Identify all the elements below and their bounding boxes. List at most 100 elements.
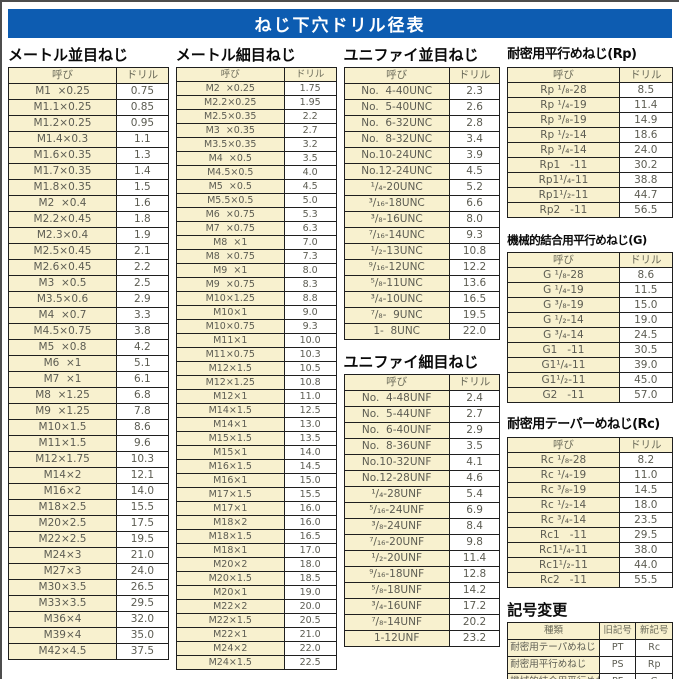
table-cell: ¹/₄-20UNC [343, 179, 450, 196]
table-cell: 9.0 [283, 305, 337, 320]
table-cell: Rc ³/₈-19 [507, 482, 620, 498]
table-cell: 1.9 [116, 227, 169, 244]
table-cell: M22×2.5 [7, 531, 118, 548]
table-row: M7 ×1 6.1 [7, 371, 169, 388]
table-row: ⁷/₁₆-14UNC 9.3 [343, 227, 501, 244]
table-row: 耐密用テーパめねじ PT Rc [507, 639, 673, 657]
table-row: M8 ×0.75 7.3 [175, 249, 337, 264]
table-row: ⁷/₁₆-20UNF 9.8 [343, 534, 501, 551]
table-cell: G1¹/₄-11 [507, 357, 620, 373]
table-cell: M12×1 [175, 389, 285, 404]
table-cell: 4.5 [283, 179, 337, 194]
table-row: 耐密用平行めねじ PS Rp [507, 656, 673, 674]
table-row: Rp ¹/₈-28 8.5 [507, 82, 674, 98]
table-cell: M5.5×0.5 [175, 193, 285, 208]
table-cell: 8.4 [448, 518, 501, 535]
table-cell: No. 4-48UNF [343, 390, 450, 407]
column-header: 呼び [507, 252, 620, 268]
table-cell: M3.5×0.6 [7, 291, 118, 308]
table-row: M17×1 16.0 [175, 501, 337, 516]
table-cell: M24×2 [175, 641, 285, 656]
table-row: M14×1.5 12.5 [175, 403, 337, 418]
table-row: No.10-32UNF 4.1 [343, 454, 501, 471]
table-cell: 6.9 [448, 502, 501, 519]
table-cell: 1.95 [283, 95, 337, 110]
table-cell: 17.0 [283, 543, 337, 558]
table-cell: Rp [635, 656, 673, 674]
table-cell: 45.0 [618, 372, 674, 388]
table-cell: ⁵/₈-11UNC [343, 275, 450, 292]
table-cell: M12×1.75 [7, 451, 118, 468]
table-cell: 11.0 [283, 389, 337, 404]
column-header: ドリル [448, 67, 501, 84]
table-cell: 8.0 [448, 211, 501, 228]
table-row: ³/₈-24UNF 8.4 [343, 518, 501, 535]
section-title-rp: 耐密用平行めねじ(Rp) [507, 47, 637, 62]
section-metric-fine: メートル細目ねじ 呼び ドリル M2 ×0.25 1.75 M2.2×0.25 1.95 M… [175, 46, 337, 670]
table-cell: 44.0 [618, 557, 674, 573]
table-row: M11×1 10.0 [175, 333, 337, 348]
section-title-rc: 耐密用テーパーめねじ(Rc) [507, 417, 660, 432]
table-cell: PT [598, 639, 637, 657]
table-cell: 9.3 [283, 319, 337, 334]
table-cell: ⁹/₁₆-18UNF [343, 566, 450, 583]
section-title-unified-fine: ユニファイ細目ねじ [343, 353, 479, 371]
symbol-change-table: 種類旧記号新記号耐密用テーパめねじPTRc耐密用平行めねじPSRp機械的結合用平… [507, 622, 673, 679]
table-cell: Rc1¹/₂-11 [507, 557, 620, 573]
table-cell: 4.0 [283, 165, 337, 180]
header-row: 呼び ドリル [507, 67, 674, 83]
table-row: 1-12UNF 23.2 [343, 630, 501, 647]
table-cell: M16×1.5 [175, 459, 285, 474]
table-cell: G [635, 673, 673, 679]
table-cell: M2.2×0.45 [7, 211, 118, 228]
table-cell: 22.5 [283, 655, 337, 670]
column-header: 新記号 [635, 622, 673, 640]
table-cell: M5 ×0.8 [7, 339, 118, 356]
table-cell: 16.5 [448, 291, 501, 308]
table-cell: M1.1×0.25 [7, 99, 118, 116]
table-row: M22×2 20.0 [175, 599, 337, 614]
table-cell: 6.6 [448, 195, 501, 212]
section-unified: ユニファイ並目ねじ 呼び ドリル No. 4-40UNC 2.3 No. 5-40UNC… [343, 46, 501, 647]
table-cell: ¹/₂-13UNC [343, 243, 450, 260]
table-cell: 7.3 [283, 249, 337, 264]
table-row: M18×2 16.0 [175, 515, 337, 530]
table-row: Rc1 -11 29.5 [507, 527, 674, 543]
table-cell: 耐密用平行めねじ [507, 656, 600, 674]
table-cell: 10.8 [448, 243, 501, 260]
table-row: M2.5×0.45 2.1 [7, 243, 169, 260]
table-row: Rp1 -11 30.2 [507, 157, 674, 173]
table-cell: M1.2×0.25 [7, 115, 118, 132]
table-row: M15×1 14.0 [175, 445, 337, 460]
table-row: Rc ¹/₂-14 18.0 [507, 497, 674, 513]
table-row: M2 ×0.4 1.6 [7, 195, 169, 212]
table-cell: 1-12UNF [343, 630, 450, 647]
table-cell: 13.0 [283, 417, 337, 432]
table-cell: 3.8 [116, 323, 169, 340]
table-cell: M4 ×0.5 [175, 151, 285, 166]
table-cell: 12.8 [448, 566, 501, 583]
table-cell: 10.5 [283, 361, 337, 376]
table-row: M27×3 24.0 [7, 563, 169, 580]
table-row: Rc1¹/₂-11 44.0 [507, 557, 674, 573]
table-cell: M22×1 [175, 627, 285, 642]
table-cell: 1.4 [116, 163, 169, 180]
table-cell: 8.0 [283, 263, 337, 278]
table-row: M18×1.5 16.5 [175, 529, 337, 544]
table-cell: 12.2 [448, 259, 501, 276]
table-cell: 2.1 [116, 243, 169, 260]
table-cell: M3 ×0.5 [7, 275, 118, 292]
table-row: M4 ×0.7 3.3 [7, 307, 169, 324]
table-row: M22×2.5 19.5 [7, 531, 169, 548]
table-cell: ³/₄-10UNC [343, 291, 450, 308]
table-cell: 56.5 [618, 202, 674, 218]
table-cell: 15.5 [116, 499, 169, 516]
table-row: M22×1 21.0 [175, 627, 337, 642]
table-row: G ¹/₄-19 11.5 [507, 282, 674, 298]
table-cell: 14.2 [448, 582, 501, 599]
metric-coarse-table: 呼び ドリル M1 ×0.25 0.75 M1.1×0.25 0.85 M1.2×0.25 0… [7, 67, 169, 660]
table-cell: M27×3 [7, 563, 118, 580]
table-cell: 5.0 [283, 193, 337, 208]
table-row: M30×3.5 26.5 [7, 579, 169, 596]
table-row: Rp2 -11 56.5 [507, 202, 674, 218]
